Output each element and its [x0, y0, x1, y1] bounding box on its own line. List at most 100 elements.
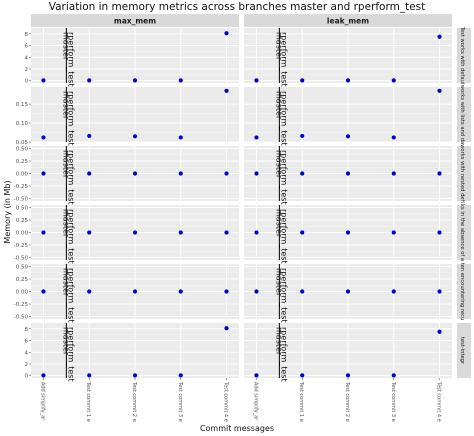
y-tick-label: 0.15	[16, 102, 29, 108]
data-point	[41, 78, 46, 83]
branch-label-rperform-test: rperform_test	[279, 32, 288, 87]
row-strip-label: ks in the absence of a	[459, 204, 465, 261]
data-point	[300, 230, 305, 235]
y-tick-label: 6	[25, 44, 29, 50]
branch-label-master: master	[274, 327, 283, 356]
x-tick-label: Test commit 4 e	[223, 381, 229, 422]
branch-label-master: master	[274, 268, 283, 297]
data-point	[391, 289, 396, 294]
branch-label-rperform-test: rperform_test	[66, 32, 75, 87]
y-tick-label: 6	[25, 339, 29, 345]
column-strip-label: max_mem	[114, 17, 156, 26]
y-tick-label: 0.25	[16, 277, 29, 283]
data-point	[41, 289, 46, 294]
y-tick-label: -0.25	[14, 302, 29, 308]
data-point	[254, 78, 259, 83]
branch-label-rperform-test: rperform_test	[279, 150, 288, 205]
data-point	[132, 373, 138, 378]
data-point	[178, 373, 183, 378]
branch-label-rperform-test: rperform_test	[66, 268, 75, 323]
y-tick-label: 0.25	[16, 218, 29, 224]
data-point	[345, 230, 351, 235]
data-point	[224, 88, 229, 93]
data-point	[178, 230, 183, 235]
y-tick-label: 8	[25, 32, 29, 38]
y-tick-label: -0.25	[14, 243, 29, 249]
y-tick-label: 0.25	[16, 159, 29, 165]
branch-label-master: master	[274, 91, 283, 120]
x-tick-label: Test commit 2 e	[344, 381, 350, 422]
data-point	[300, 289, 305, 294]
y-tick-label: -0.25	[14, 184, 29, 190]
branch-label-rperform-test: rperform_test	[66, 327, 75, 382]
data-point	[345, 373, 351, 378]
facet-grid: max_mem leak_mem Test works with defaul 0 2 4…	[14, 14, 471, 422]
data-point	[178, 289, 183, 294]
row-strip	[457, 28, 471, 83]
branch-label-master: master	[274, 150, 283, 179]
data-point	[41, 171, 46, 176]
data-point	[254, 289, 259, 294]
y-tick-label: 0.00	[16, 172, 29, 178]
row-strip	[457, 264, 471, 319]
data-point	[224, 326, 229, 331]
data-point	[178, 171, 183, 176]
data-point	[178, 78, 183, 83]
data-point	[132, 134, 138, 139]
data-point	[437, 88, 442, 93]
row-strip-label: Test works with defaul	[459, 26, 465, 85]
y-tick-label: -0.50	[14, 256, 29, 262]
data-point	[254, 171, 259, 176]
y-tick-label: 0	[25, 374, 29, 380]
branch-label-master: master	[61, 268, 70, 297]
branch-label-rperform-test: rperform_test	[279, 268, 288, 323]
data-point	[300, 78, 305, 83]
data-point	[345, 289, 351, 294]
data-point	[437, 230, 442, 235]
data-point	[41, 230, 46, 235]
data-point	[300, 171, 305, 176]
y-tick-label: 0.00	[16, 290, 29, 296]
y-tick-label: 4	[25, 55, 29, 61]
x-tick-label: Test commit 1 e	[85, 381, 91, 422]
row-strip-label: works with lists and da	[459, 85, 465, 144]
data-point	[300, 133, 305, 139]
branch-label-master: master	[61, 32, 70, 61]
data-point	[41, 135, 46, 140]
data-point	[178, 135, 183, 140]
branch-label-rperform-test: rperform_test	[66, 91, 75, 146]
data-point	[224, 171, 229, 176]
y-tick-label: 0.50	[16, 147, 29, 153]
column-strip-label: leak_mem	[327, 17, 369, 26]
data-point	[437, 289, 442, 294]
branch-label-rperform-test: rperform_test	[279, 327, 288, 382]
data-point	[224, 31, 229, 36]
x-tick-label: Test commit 2 e	[131, 381, 137, 422]
data-point	[132, 171, 138, 176]
branch-label-master: master	[61, 91, 70, 120]
x-tick-label: Add simplify_ar	[252, 382, 258, 421]
data-point	[132, 78, 138, 83]
data-point	[132, 289, 138, 294]
data-point	[224, 230, 229, 235]
data-point	[254, 373, 259, 378]
data-point	[87, 171, 92, 176]
data-point	[345, 78, 351, 83]
data-point	[41, 373, 46, 378]
data-point	[87, 373, 92, 378]
data-point	[437, 34, 442, 39]
y-tick-label: 0.10	[16, 121, 29, 127]
y-tick-label: 2	[25, 67, 29, 73]
y-tick-label: 0.05	[16, 140, 29, 146]
x-tick-label: Add simplify_ar	[39, 382, 45, 421]
x-axis-title: Commit messages	[200, 424, 274, 433]
branch-label-rperform-test: rperform_test	[279, 91, 288, 146]
row-strip-label: test-integr	[459, 337, 465, 365]
branch-label-master: master	[61, 150, 70, 179]
data-point	[391, 171, 396, 176]
x-tick-label: Test commit 4 e	[436, 381, 442, 422]
y-tick-label: -0.50	[14, 197, 29, 203]
x-tick-label: Test commit 1 e	[298, 381, 304, 422]
chart-title: Variation in memory metrics across branc…	[49, 1, 426, 13]
